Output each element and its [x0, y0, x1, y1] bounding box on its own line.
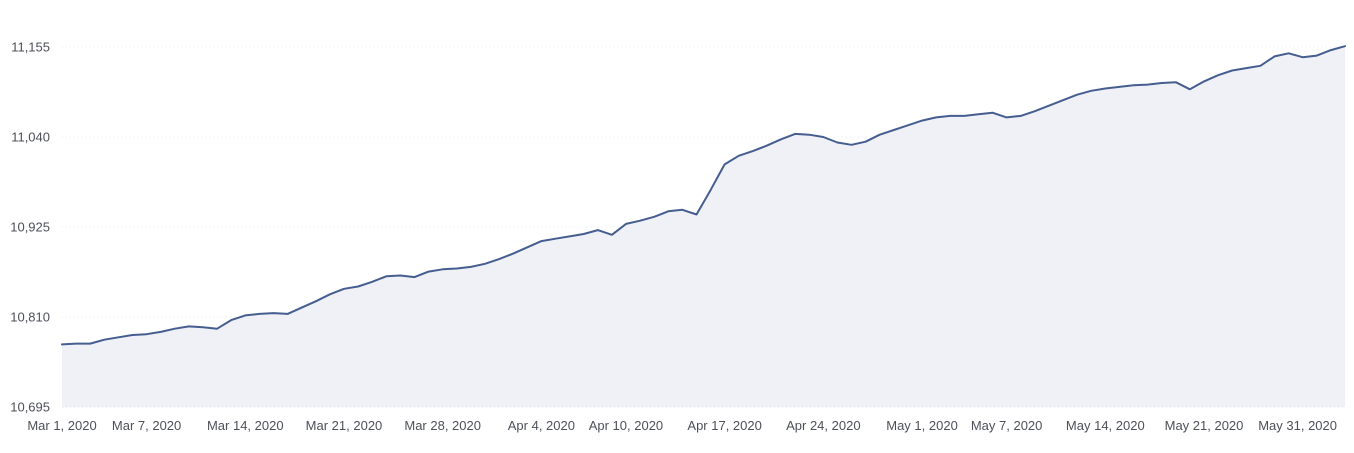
x-axis-tick-label: Mar 14, 2020: [207, 418, 284, 433]
series-area-fill: [62, 46, 1345, 407]
x-axis-tick-label: May 14, 2020: [1066, 418, 1145, 433]
x-axis-tick-label: May 1, 2020: [886, 418, 958, 433]
x-axis-tick-label: May 7, 2020: [971, 418, 1043, 433]
x-axis-tick-label: Mar 28, 2020: [404, 418, 481, 433]
x-axis-tick-label: Apr 10, 2020: [589, 418, 663, 433]
x-axis-tick-label: Mar 7, 2020: [112, 418, 181, 433]
x-axis-tick-label: May 21, 2020: [1165, 418, 1244, 433]
y-axis-tick-label: 10,925: [10, 220, 50, 235]
x-axis-tick-label: Apr 17, 2020: [687, 418, 761, 433]
x-axis-tick-label: May 31, 2020: [1258, 418, 1337, 433]
x-axis-tick-labels: Mar 1, 2020 Mar 7, 2020 Mar 14, 2020 Mar 21…: [27, 418, 1337, 433]
y-axis-tick-label: 10,810: [10, 310, 50, 325]
x-axis-tick-label: Mar 1, 2020: [27, 418, 96, 433]
y-axis-tick-label: 11,155: [11, 40, 50, 55]
series-line: [61, 45, 1346, 346]
x-axis-tick-label: Apr 4, 2020: [508, 418, 575, 433]
y-axis-tick-label: 10,695: [10, 400, 50, 415]
x-axis-tick-label: Apr 24, 2020: [786, 418, 860, 433]
x-axis-tick-label: Mar 21, 2020: [306, 418, 383, 433]
y-axis-tick-labels: 11,155 11,040 10,925 10,810 10,695: [10, 40, 50, 415]
y-axis-tick-label: 11,040: [11, 130, 50, 145]
